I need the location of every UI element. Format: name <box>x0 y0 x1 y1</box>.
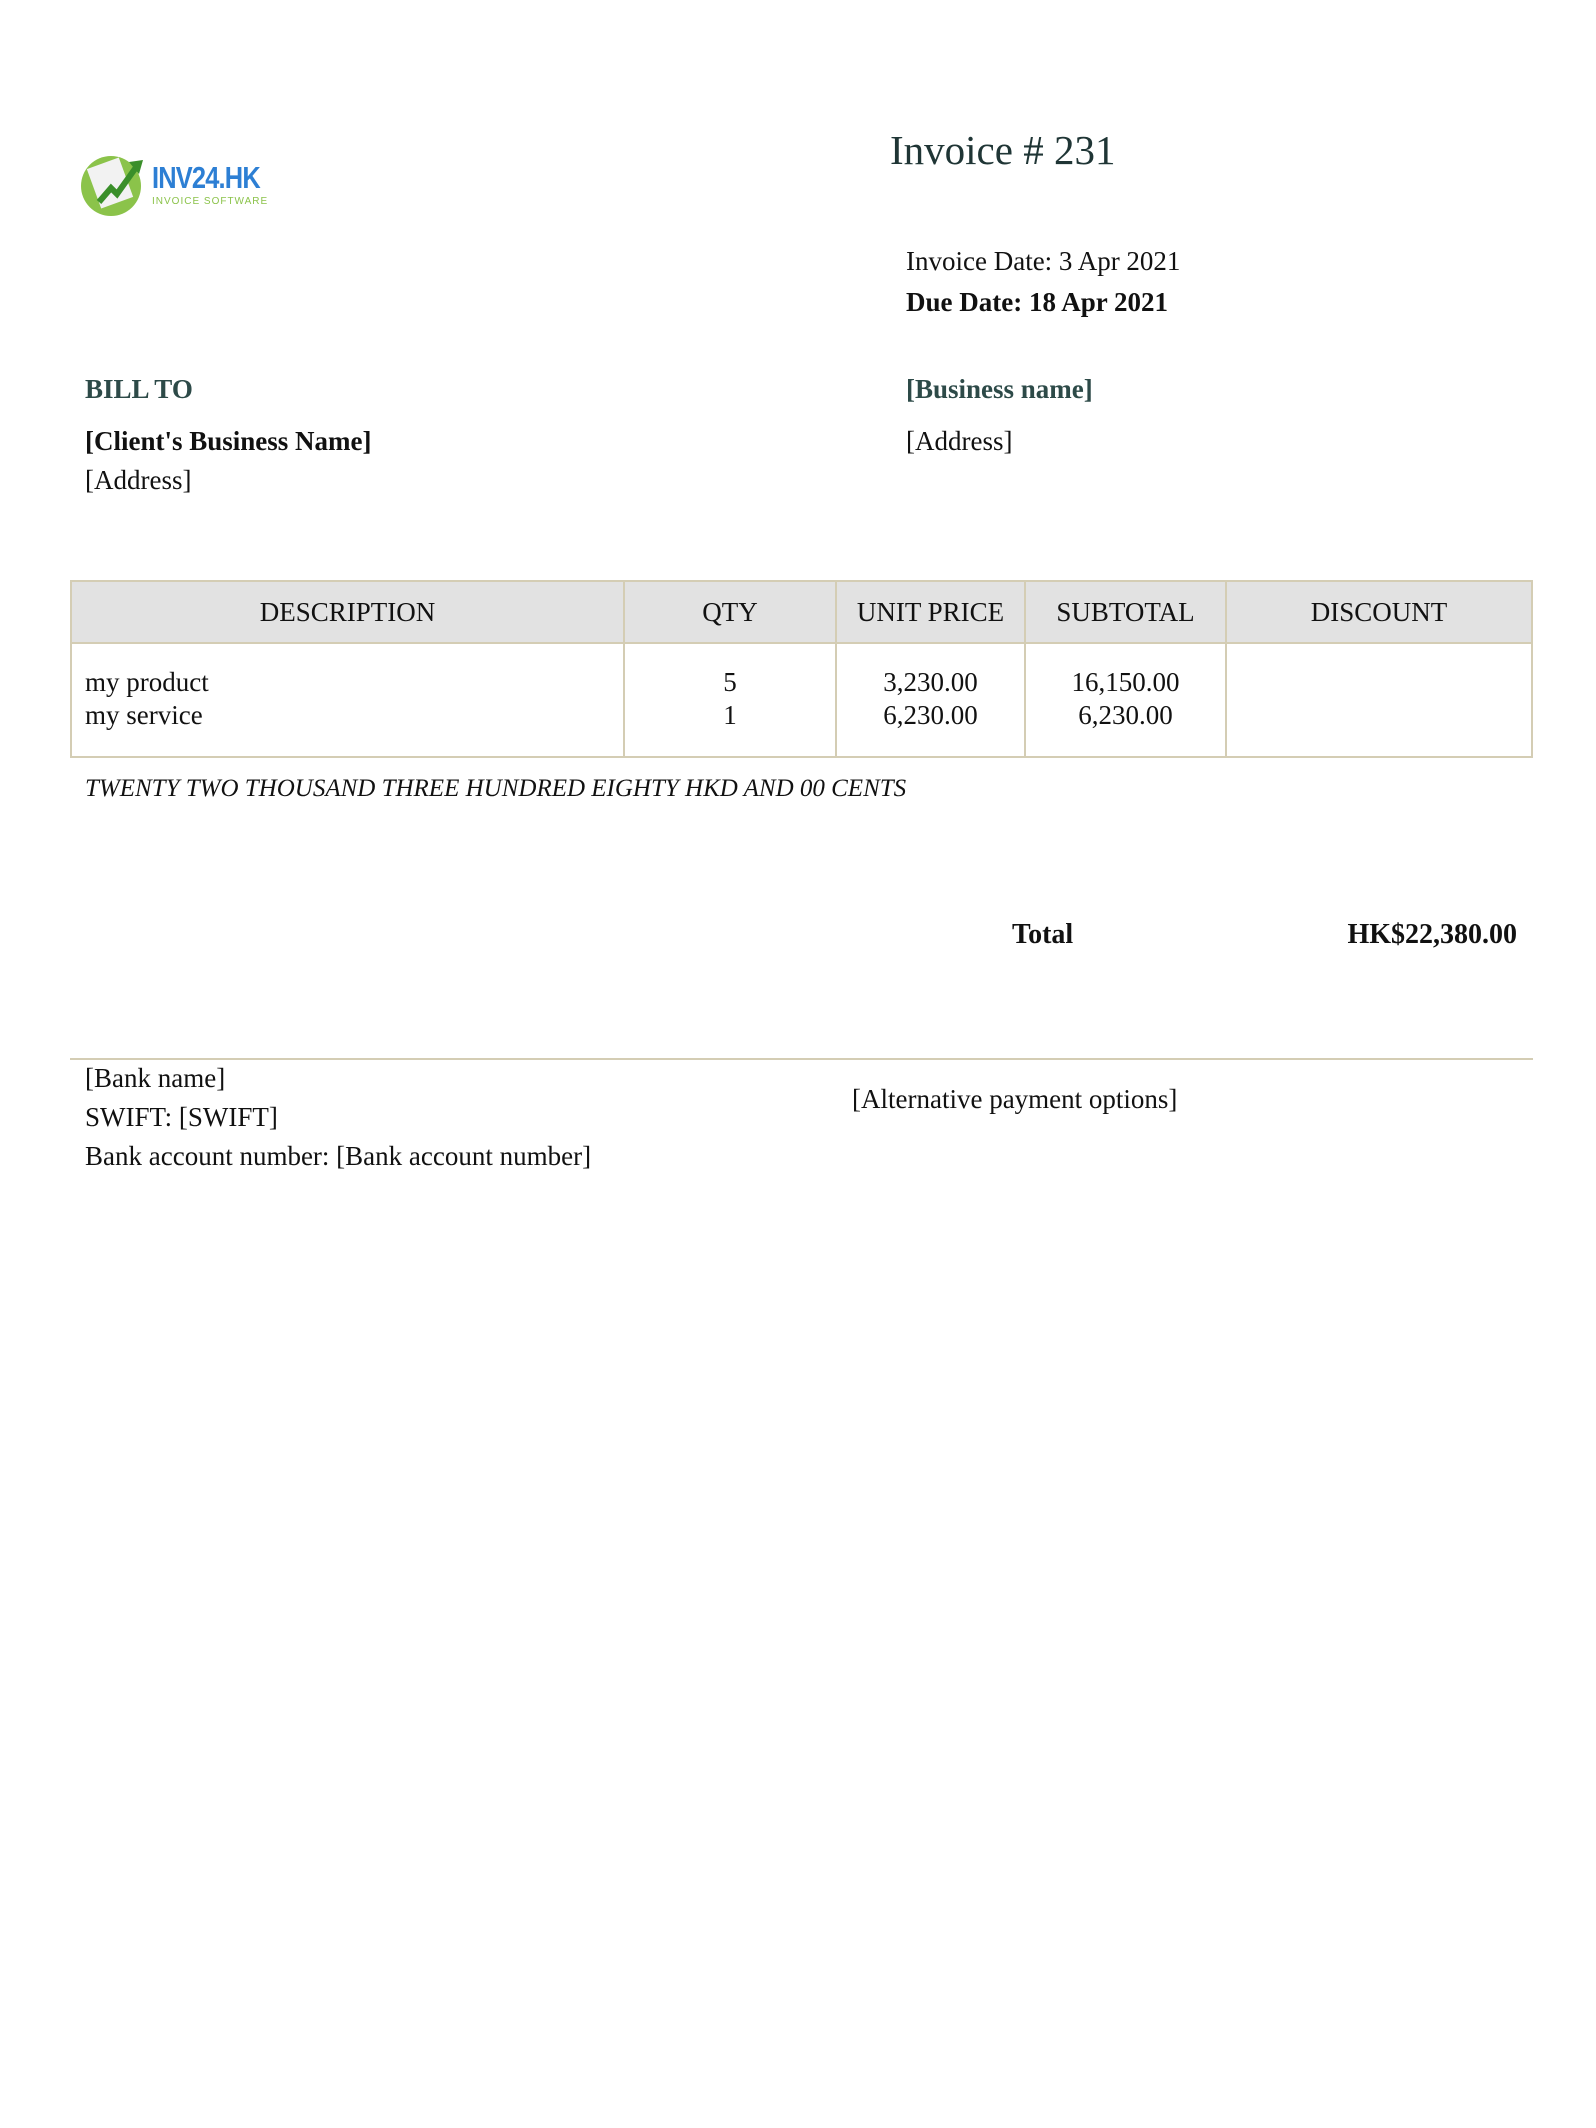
due-date: Due Date: 18 Apr 2021 <box>906 287 1168 317</box>
total-value: HK$22,380.00 <box>1347 919 1517 950</box>
item-description: my service <box>85 700 203 730</box>
item-unit-price: 3,230.00 <box>883 667 978 697</box>
bank-name: [Bank name] <box>85 1063 226 1093</box>
logo-brand: INV24.HK <box>152 160 261 195</box>
table-header-row: DESCRIPTION QTY UNIT PRICE SUBTOTAL DISC… <box>70 580 1533 644</box>
client-address: [Address] <box>85 465 192 495</box>
discount-cell <box>1225 642 1533 758</box>
table-row: my product my service 5 1 3,230.00 6,230… <box>70 642 1533 758</box>
client-name: [Client's Business Name] <box>85 426 372 456</box>
amount-in-words: TWENTY TWO THOUSAND THREE HUNDRED EIGHTY… <box>85 775 907 802</box>
total-label: Total <box>1012 919 1074 950</box>
logo: INV24.HK INVOICE SOFTWARE <box>79 150 279 220</box>
item-unit-price: 6,230.00 <box>883 700 978 730</box>
logo-chart-icon <box>81 156 143 216</box>
item-subtotal: 6,230.00 <box>1078 700 1173 730</box>
description-cell: my product my service <box>70 642 625 758</box>
item-subtotal: 16,150.00 <box>1071 667 1180 697</box>
header-unit-price: UNIT PRICE <box>835 580 1026 644</box>
subtotal-cell: 16,150.00 6,230.00 <box>1024 642 1227 758</box>
unit-price-cell: 3,230.00 6,230.00 <box>835 642 1026 758</box>
bank-account-number: Bank account number: [Bank account numbe… <box>85 1141 592 1171</box>
item-qty: 1 <box>723 700 737 730</box>
swift-code: SWIFT: [SWIFT] <box>85 1102 278 1132</box>
header-discount: DISCOUNT <box>1225 580 1533 644</box>
divider <box>70 1058 1533 1060</box>
bill-to-label: BILL TO <box>85 374 193 404</box>
logo-tagline: INVOICE SOFTWARE <box>152 196 269 207</box>
invoice-date: Invoice Date: 3 Apr 2021 <box>906 246 1181 276</box>
alternative-payment: [Alternative payment options] <box>852 1084 1178 1114</box>
line-items-table: DESCRIPTION QTY UNIT PRICE SUBTOTAL DISC… <box>70 580 1533 758</box>
qty-cell: 5 1 <box>623 642 837 758</box>
item-qty: 5 <box>723 667 737 697</box>
header-description: DESCRIPTION <box>70 580 625 644</box>
business-name: [Business name] <box>906 374 1093 404</box>
item-description: my product <box>85 667 209 697</box>
invoice-title: Invoice # 231 <box>890 127 1116 173</box>
business-address: [Address] <box>906 426 1013 456</box>
header-subtotal: SUBTOTAL <box>1024 580 1227 644</box>
header-qty: QTY <box>623 580 837 644</box>
